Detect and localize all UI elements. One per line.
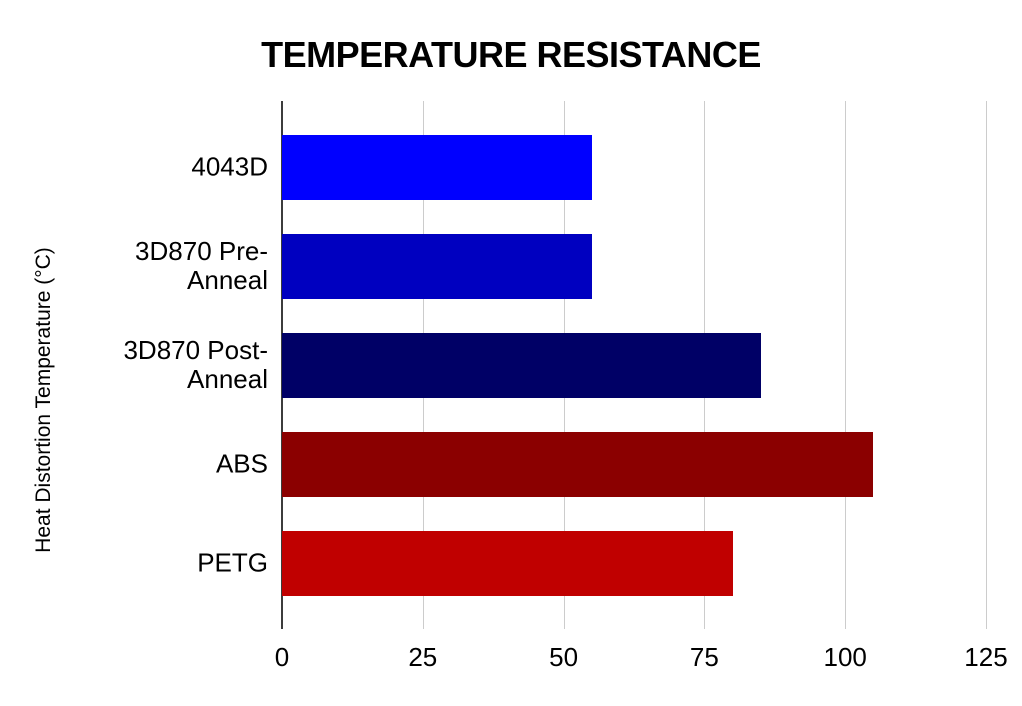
x-tick-label-50: 50 <box>549 642 579 672</box>
chart-title: TEMPERATURE RESISTANCE <box>261 34 761 75</box>
x-tick-label-75: 75 <box>689 642 719 672</box>
gridline-125 <box>986 101 987 629</box>
category-label-abs: ABS <box>215 448 268 479</box>
bar-4043d <box>282 134 592 200</box>
x-tick-label-0: 0 <box>274 642 290 672</box>
bar-abs <box>282 431 873 497</box>
bar-petg <box>282 530 733 596</box>
category-label-3d870-post-anneal: 3D870 Post-Anneal <box>123 334 268 394</box>
x-tick-label-25: 25 <box>408 642 438 672</box>
bar-3d870-post-anneal <box>282 332 761 398</box>
category-label-4043d: 4043D <box>191 151 268 182</box>
bar-3d870-pre-anneal <box>282 233 592 299</box>
x-tick-label-100: 100 <box>823 642 867 672</box>
category-label-3d870-pre-anneal: 3D870 Pre-Anneal <box>135 235 268 295</box>
category-label-petg: PETG <box>197 547 268 578</box>
x-tick-label-125: 125 <box>964 642 1008 672</box>
gridline-100 <box>845 101 847 629</box>
